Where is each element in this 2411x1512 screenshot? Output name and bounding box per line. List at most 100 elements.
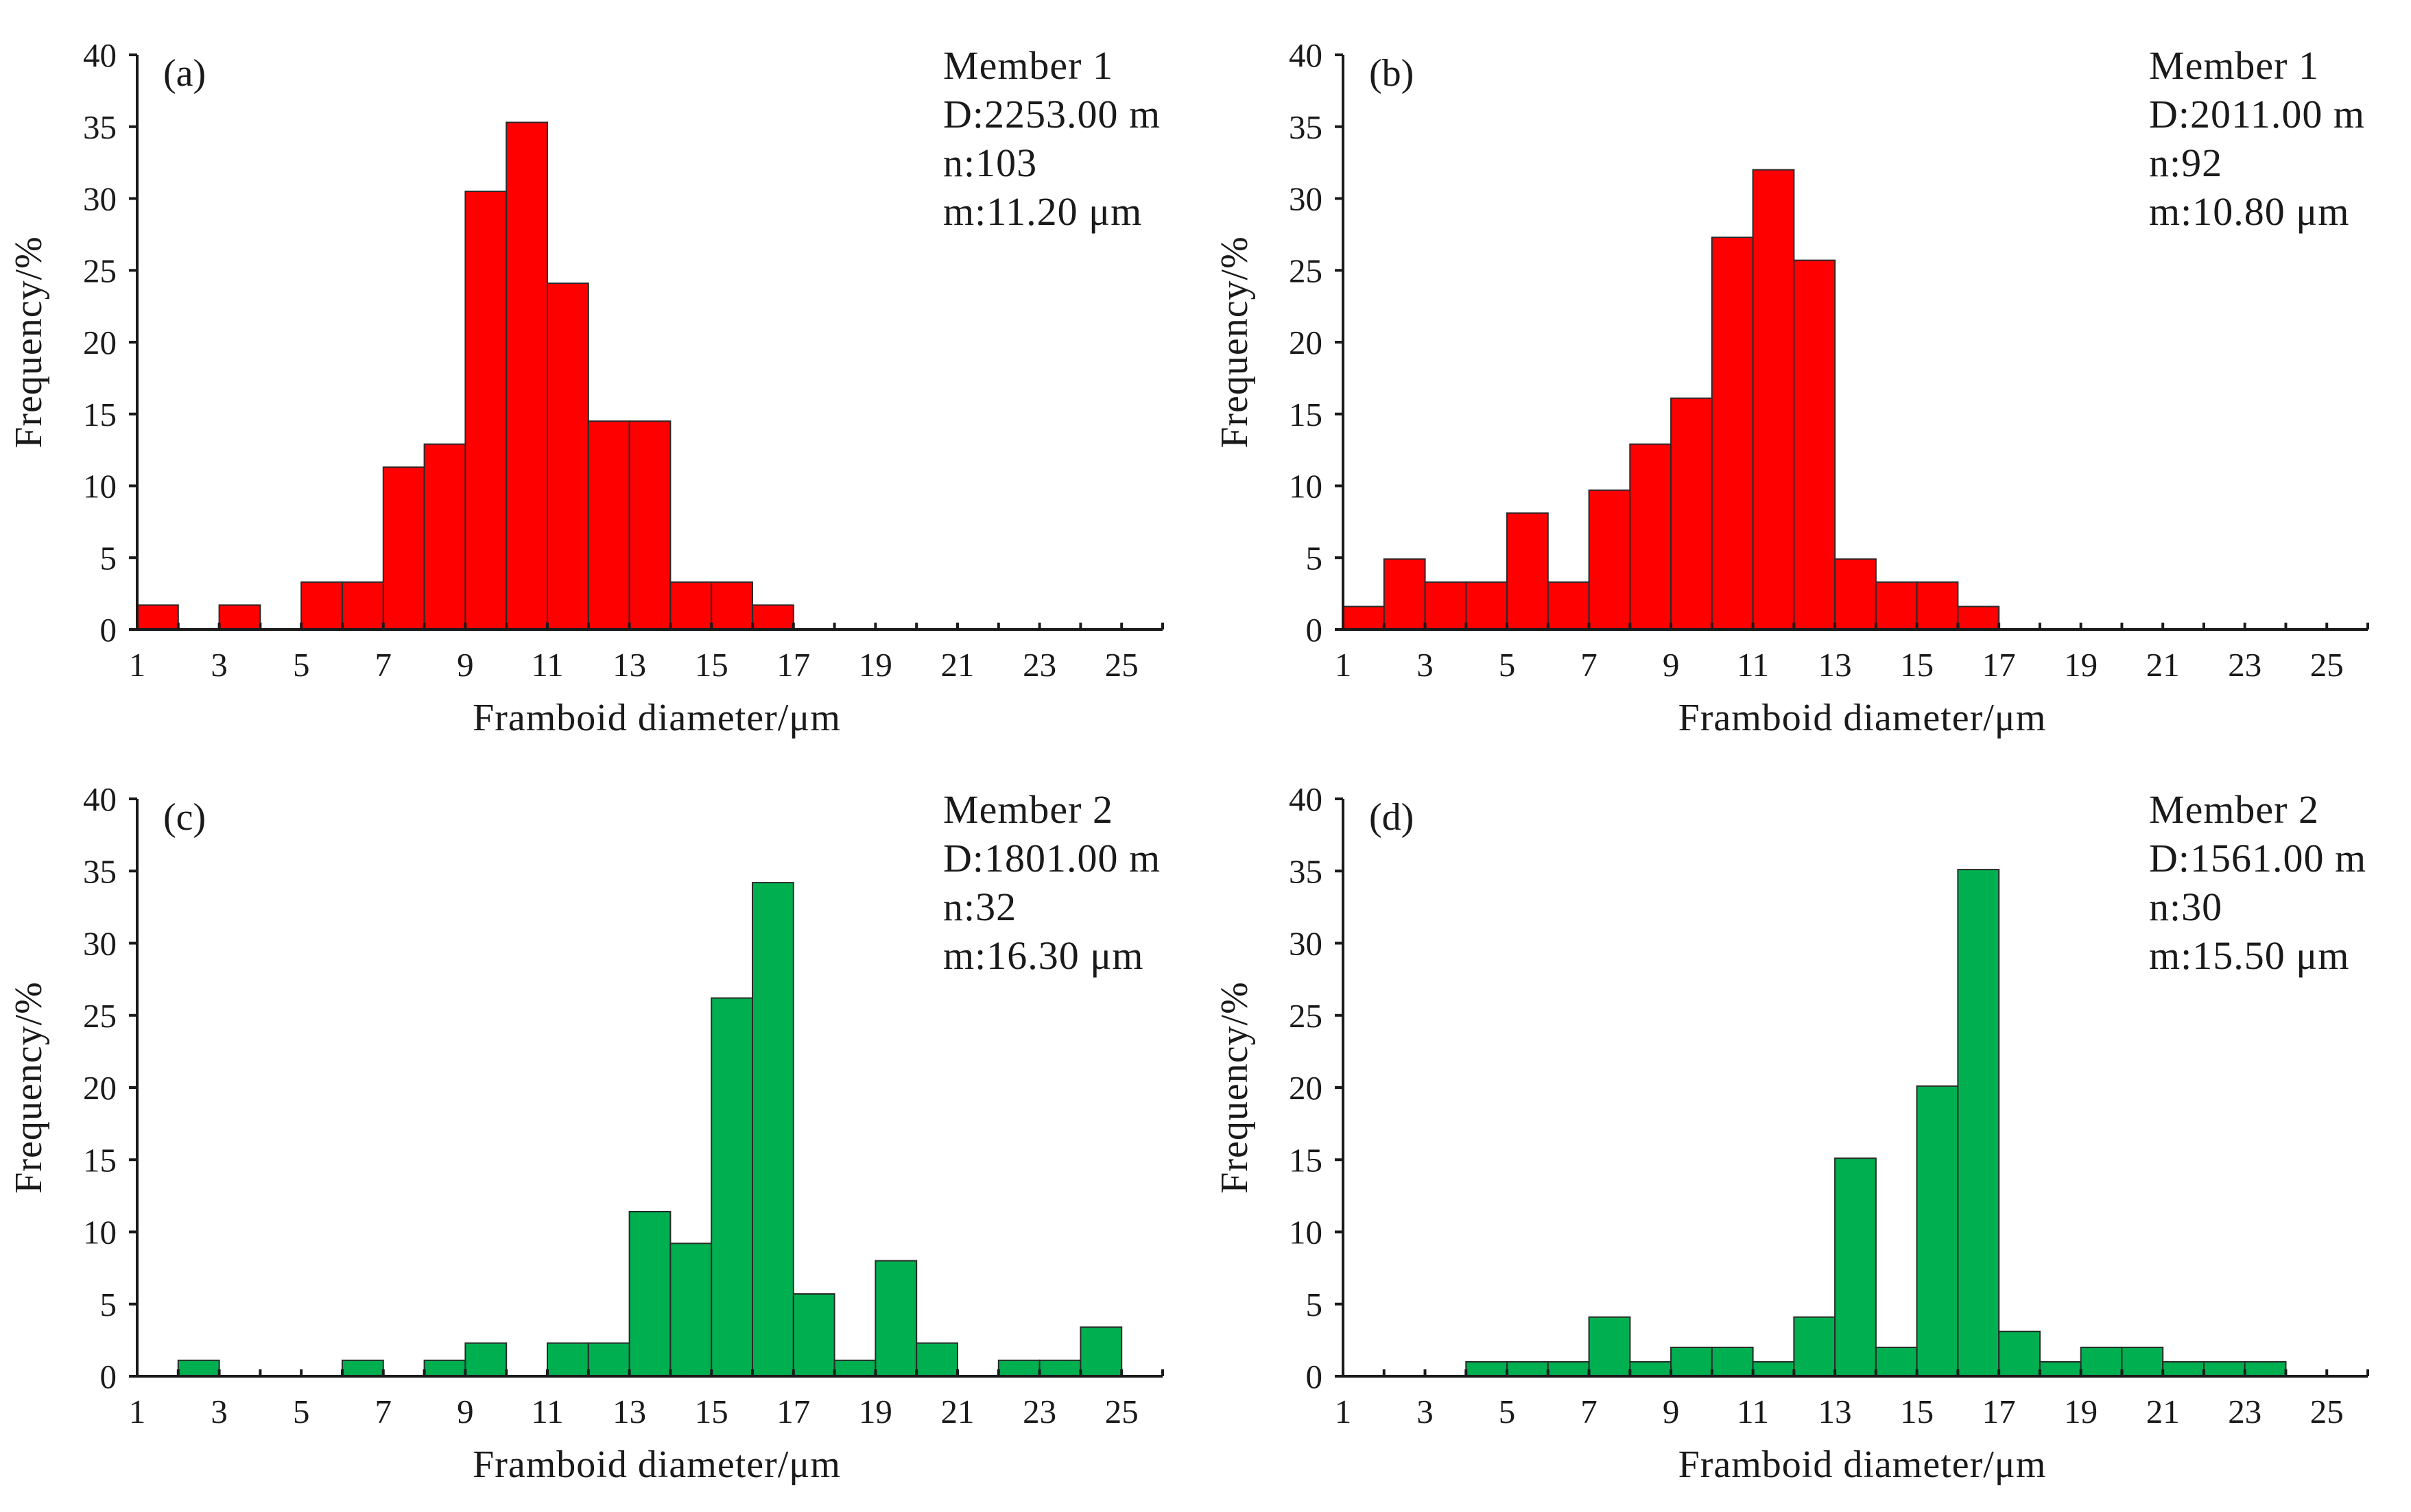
- bar-b-1-2: [1342, 605, 1385, 630]
- bar-b-8-9: [1629, 443, 1672, 630]
- y-axis-title-b: Frequency/%: [1213, 236, 1256, 448]
- y-tick-label-b-10: 10: [1289, 468, 1322, 505]
- y-tick-label-b-35: 35: [1289, 108, 1322, 146]
- info-member-c: Member 2: [943, 787, 1113, 832]
- y-tick-label-a-30: 30: [83, 180, 117, 218]
- x-tick-label-b-3: 3: [1416, 646, 1434, 684]
- x-tick-label-d-11: 11: [1737, 1393, 1769, 1430]
- bar-c-8-9: [423, 1359, 466, 1378]
- x-tick-label-b-19: 19: [2064, 646, 2098, 684]
- x-tick-label-c-11: 11: [531, 1393, 563, 1430]
- x-tick-label-d-21: 21: [2146, 1393, 2180, 1430]
- y-tick-label-c-15: 15: [83, 1141, 117, 1179]
- bar-c-15-16: [711, 997, 753, 1377]
- bar-c-13-14: [628, 1211, 672, 1377]
- info-depth-d: D:1561.00 m: [2149, 836, 2366, 880]
- bar-a-3-4: [218, 604, 261, 631]
- bar-b-2-3: [1383, 558, 1426, 630]
- y-tick-label-b-15: 15: [1289, 396, 1322, 433]
- x-tick-label-b-1: 1: [1335, 646, 1352, 684]
- y-tick-label-a-40: 40: [83, 36, 117, 74]
- bar-b-9-10: [1670, 397, 1713, 630]
- x-tick-label-c-25: 25: [1105, 1393, 1139, 1430]
- x-tick-label-b-9: 9: [1663, 646, 1680, 684]
- x-axis-title-d: Framboid diameter/μm: [1678, 1443, 2047, 1486]
- x-tick-label-a-21: 21: [941, 646, 975, 684]
- y-tick-label-b-30: 30: [1289, 180, 1322, 218]
- bar-d-20-21: [2121, 1346, 2164, 1378]
- panel-label-b: (b): [1369, 52, 1414, 95]
- x-tick-label-b-15: 15: [1900, 646, 1934, 684]
- bar-d-22-23: [2203, 1361, 2246, 1377]
- bar-d-16-17: [1957, 869, 2000, 1377]
- y-tick-label-d-35: 35: [1289, 852, 1322, 890]
- x-axis-title-a: Framboid diameter/μm: [473, 697, 841, 739]
- bar-a-5-6: [300, 581, 344, 631]
- bar-a-13-14: [628, 420, 672, 630]
- bar-a-9-10: [464, 191, 508, 630]
- x-tick-label-c-7: 7: [375, 1393, 392, 1430]
- y-tick-label-a-35: 35: [83, 108, 117, 146]
- panel-label-c: (c): [163, 796, 206, 839]
- bar-d-18-19: [2039, 1361, 2082, 1377]
- panel-label-d: (d): [1369, 796, 1414, 839]
- info-mean-a: m:11.20 μm: [943, 189, 1142, 234]
- y-tick-label-b-25: 25: [1289, 252, 1322, 289]
- y-tick-label-b-40: 40: [1289, 36, 1322, 74]
- info-mean-d: m:15.50 μm: [2149, 933, 2349, 978]
- bar-b-16-17: [1957, 605, 2000, 630]
- y-tick-label-d-40: 40: [1289, 780, 1322, 818]
- bar-d-4-5: [1465, 1361, 1508, 1377]
- y-tick-label-b-5: 5: [1306, 539, 1323, 577]
- bar-c-11-12: [547, 1342, 589, 1377]
- y-tick-label-d-15: 15: [1289, 1141, 1322, 1179]
- x-tick-label-d-3: 3: [1416, 1393, 1434, 1430]
- info-count-a: n:103: [943, 141, 1037, 185]
- y-axis-title-d: Frequency/%: [1213, 981, 1256, 1194]
- bar-d-23-24: [2244, 1361, 2287, 1377]
- x-tick-label-a-19: 19: [859, 646, 892, 684]
- x-axis-title-c: Framboid diameter/μm: [473, 1443, 841, 1486]
- x-tick-label-d-13: 13: [1818, 1393, 1852, 1430]
- x-tick-label-c-3: 3: [211, 1393, 228, 1430]
- bar-a-8-9: [423, 443, 466, 630]
- x-tick-label-a-23: 23: [1023, 646, 1056, 684]
- y-tick-label-d-0: 0: [1306, 1358, 1323, 1395]
- bar-d-11-12: [1752, 1361, 1795, 1377]
- x-tick-label-c-23: 23: [1023, 1393, 1056, 1430]
- y-axis-title-c: Frequency/%: [8, 981, 50, 1194]
- info-count-b: n:92: [2149, 141, 2222, 185]
- x-tick-label-a-1: 1: [129, 646, 146, 684]
- bar-c-18-19: [833, 1359, 877, 1378]
- bar-d-5-6: [1506, 1361, 1549, 1377]
- bar-c-22-23: [997, 1359, 1041, 1378]
- x-tick-label-b-25: 25: [2310, 646, 2344, 684]
- y-tick-label-d-25: 25: [1289, 997, 1322, 1035]
- x-tick-label-b-5: 5: [1499, 646, 1516, 684]
- x-tick-label-a-9: 9: [457, 646, 474, 684]
- x-tick-label-b-13: 13: [1818, 646, 1852, 684]
- bar-c-16-17: [752, 882, 794, 1377]
- x-tick-label-b-23: 23: [2228, 646, 2261, 684]
- x-tick-label-d-25: 25: [2310, 1393, 2344, 1430]
- panel-label-a: (a): [163, 52, 206, 95]
- bar-c-23-24: [1038, 1359, 1082, 1378]
- x-tick-label-b-21: 21: [2146, 646, 2180, 684]
- y-tick-label-d-10: 10: [1289, 1214, 1322, 1251]
- y-tick-label-c-10: 10: [83, 1214, 117, 1251]
- y-tick-label-c-40: 40: [83, 780, 117, 818]
- bar-c-19-20: [875, 1260, 918, 1377]
- x-tick-label-a-25: 25: [1105, 646, 1139, 684]
- x-tick-label-a-15: 15: [695, 646, 728, 684]
- x-tick-label-b-17: 17: [1982, 646, 2016, 684]
- bar-a-12-13: [587, 420, 630, 630]
- x-tick-label-d-9: 9: [1663, 1393, 1680, 1430]
- bar-c-9-10: [464, 1342, 508, 1377]
- info-depth-b: D:2011.00 m: [2149, 92, 2365, 136]
- bar-c-12-13: [587, 1342, 630, 1377]
- bar-a-1-2: [136, 604, 179, 631]
- y-tick-label-a-10: 10: [83, 468, 117, 505]
- y-tick-label-d-5: 5: [1306, 1286, 1323, 1323]
